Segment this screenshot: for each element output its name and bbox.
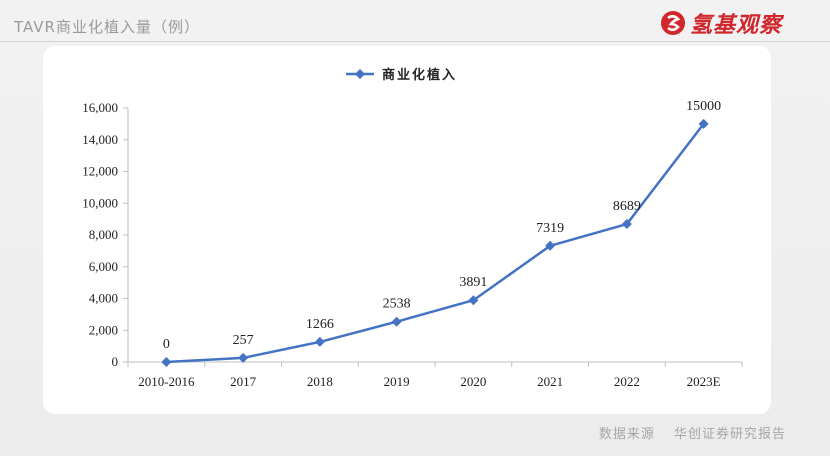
- brand-name: 氢基观察: [689, 13, 782, 38]
- legend-marker: [355, 69, 365, 79]
- y-tick-label: 14,000: [82, 132, 118, 147]
- y-tick-label: 12,000: [82, 164, 118, 179]
- data-label: 257: [233, 333, 254, 348]
- series-line: [166, 123, 705, 364]
- y-tick-label: 4,000: [89, 291, 118, 306]
- x-tick-label: 2019: [384, 374, 410, 389]
- brand-logo: 氢基观察: [660, 8, 782, 38]
- source-note: 数据来源 华创证券研究报告: [599, 423, 786, 442]
- x-tick-label: 2021: [537, 374, 563, 389]
- data-point: [545, 240, 556, 251]
- x-tick-label: 2020: [460, 374, 486, 389]
- x-tick-label: 2010-2016: [138, 374, 195, 389]
- data-label: 2538: [383, 297, 411, 312]
- x-tick-label: 2018: [307, 374, 333, 389]
- data-label: 15000: [686, 99, 721, 114]
- data-point: [314, 336, 325, 347]
- data-label: 1266: [306, 317, 334, 332]
- brand-circle-icon: [660, 11, 685, 35]
- y-tick-label: 16,000: [82, 100, 118, 115]
- data-label: 3891: [459, 275, 487, 290]
- source-text: 华创证券研究报告: [673, 427, 786, 442]
- data-point: [391, 316, 402, 327]
- page-title: TAVR商业化植入量（例）: [14, 18, 200, 36]
- x-tick-label: 2023E: [687, 374, 721, 389]
- source-label: 数据来源: [598, 427, 655, 442]
- legend-label: 商业化植入: [382, 67, 457, 83]
- data-point: [161, 357, 172, 367]
- y-tick-label: 8,000: [89, 227, 118, 242]
- y-tick-label: 0: [112, 354, 119, 369]
- header-divider: [0, 41, 830, 42]
- data-label: 8689: [613, 199, 641, 214]
- x-tick-label: 2022: [614, 374, 640, 389]
- data-point: [468, 295, 479, 306]
- data-point: [621, 219, 632, 230]
- data-label: 7319: [536, 221, 564, 236]
- data-point: [698, 118, 709, 129]
- data-point: [238, 352, 249, 363]
- y-tick-label: 2,000: [89, 322, 118, 337]
- data-label: 0: [163, 337, 170, 352]
- chart-card: [43, 46, 771, 414]
- x-tick-label: 2017: [230, 374, 257, 389]
- y-tick-label: 6,000: [89, 259, 118, 274]
- y-tick-label: 10,000: [82, 195, 118, 210]
